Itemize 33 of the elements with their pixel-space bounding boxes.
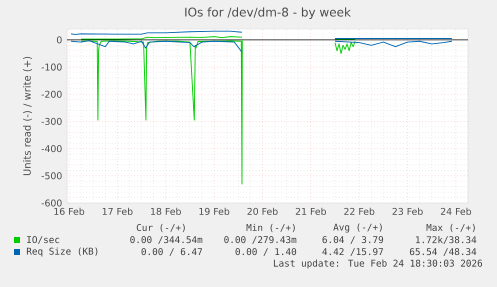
text: 6.04 / 3.79 [322,236,384,244]
text: 4.42 /15.97 [322,248,384,256]
y-tick-label: -500 [42,172,62,180]
y-tick-label: -300 [42,118,62,125]
y-tick-label: -400 [42,145,62,152]
x-tick-label: 19 Feb [199,208,230,215]
text: 0.00 /344.54m [130,236,202,244]
x-tick-label: 21 Feb [296,208,326,215]
x-tick-label: 23 Feb [392,208,423,215]
x-tick-label: 22 Feb [344,208,374,215]
y-axis-title: Units read (-) / write (+) [23,56,32,176]
text: Max (-/+) [426,224,475,232]
legend-label: Req Size (KB) [26,247,98,257]
y-tick-label: -200 [42,90,62,98]
x-tick-label: 17 Feb [102,208,133,215]
x-tick-label: 18 Feb [151,208,181,215]
text: Last update: Tue Feb 24 18:30:03 2026 [274,259,482,269]
x-tick-label: 16 Feb [54,208,84,215]
y-tick-label: -600 [42,199,62,207]
x-tick-label: 24 Feb [440,208,472,215]
text: 65.54 /48.34 [410,248,476,256]
x-tick-label: 20 Feb [247,208,278,215]
chart-title: IOs for /dev/dm-8 - by week [185,7,351,19]
y-tick-label: 0 [56,36,62,44]
text: 0.00 /279.43m [224,236,296,244]
text: Min (-/+) [246,224,295,232]
text: Cur (-/+) [136,224,185,232]
legend-label: IO/sec [27,236,60,244]
text: 0.00 / 6.47 [142,248,202,256]
y-tick-label: -100 [42,64,62,71]
text: 0.00 / 1.40 [236,248,296,256]
text: Avg (-/+) [333,223,382,233]
text: 1.72k/38.34 [416,236,476,244]
